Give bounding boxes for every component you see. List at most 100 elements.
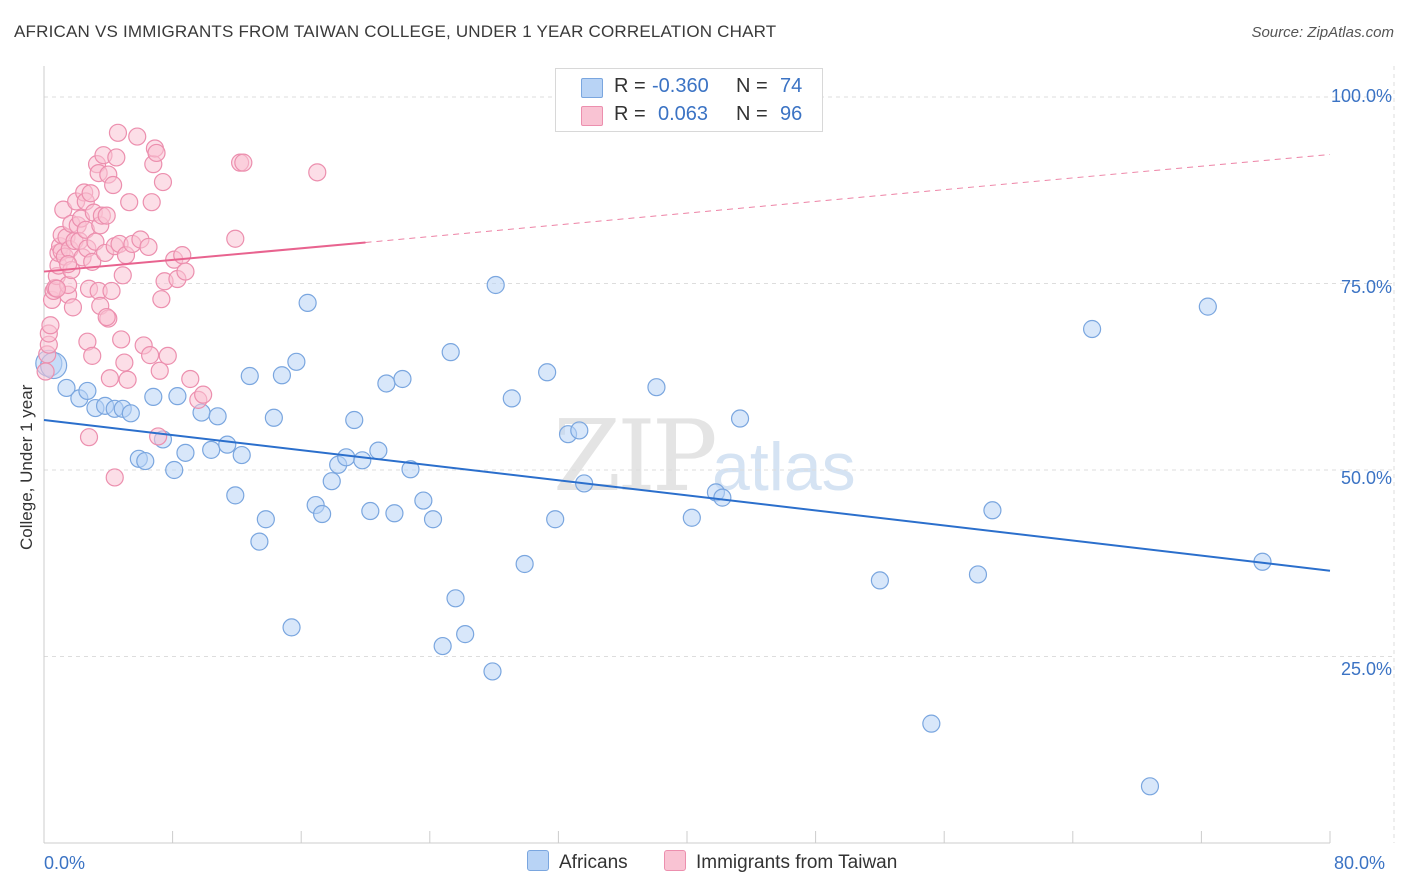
data-point-taiwan — [36, 362, 55, 381]
data-point-taiwan — [118, 370, 137, 389]
legend-swatch-taiwan — [581, 106, 603, 126]
y-tick-label-50: 50.0% — [1340, 468, 1392, 488]
legend-n-label: N = — [736, 75, 768, 97]
data-point-taiwan — [176, 262, 195, 281]
data-point-taiwan — [115, 353, 134, 372]
data-point-taiwan — [97, 307, 116, 327]
data-point-taiwan — [140, 346, 160, 365]
data-point-taiwan — [108, 123, 128, 142]
y-tick-label-100: 100.0% — [1330, 86, 1392, 106]
data-point-taiwan — [152, 290, 171, 309]
data-point-africans — [682, 508, 701, 527]
legend-n-value-africans: 74 — [780, 75, 803, 97]
data-point-taiwan — [107, 148, 126, 167]
legend-n-label: N = — [736, 103, 768, 125]
data-point-africans — [456, 625, 475, 644]
legend-row-taiwan: R = 0.063 N = 96 — [556, 101, 822, 129]
legend-r-value-taiwan: 0.063 — [658, 103, 709, 125]
watermark-atlas: atlas — [712, 429, 856, 505]
data-point-africans — [256, 510, 275, 529]
data-point-africans — [361, 501, 380, 521]
trend-line-taiwan — [43, 241, 366, 273]
data-point-africans — [168, 387, 187, 406]
legend-label-taiwan: Immigrants from Taiwan — [696, 852, 898, 873]
data-point-taiwan — [104, 175, 123, 195]
data-point-africans — [870, 571, 890, 590]
data-point-africans — [433, 636, 452, 656]
data-point-africans — [502, 389, 521, 408]
data-point-africans — [414, 491, 433, 510]
data-point-taiwan — [41, 316, 60, 335]
data-point-taiwan — [226, 229, 245, 248]
x-tick-label-max: 80.0% — [1334, 853, 1386, 873]
y-tick-label-75: 75.0% — [1340, 277, 1392, 297]
legend-item-africans: Africans — [527, 850, 628, 874]
data-point-taiwan — [105, 468, 124, 487]
data-point-africans — [486, 275, 505, 295]
data-point-africans — [345, 410, 364, 430]
data-point-taiwan — [81, 184, 100, 203]
stats-legend: R = -0.360 N = 74 R = 0.063 N = 96 — [555, 68, 823, 132]
legend-swatch-taiwan — [664, 850, 686, 871]
legend-r-label: R = — [614, 75, 646, 97]
data-point-africans — [483, 662, 502, 681]
data-point-africans — [369, 441, 388, 460]
data-point-africans — [232, 445, 251, 465]
data-point-africans — [353, 451, 372, 470]
data-point-africans — [446, 589, 465, 608]
legend-item-taiwan: Immigrants from Taiwan — [664, 850, 897, 874]
data-point-africans — [377, 374, 396, 393]
y-axis-label: College, Under 1 year — [17, 384, 36, 550]
y-tick-label-25: 25.0% — [1340, 659, 1392, 679]
data-point-taiwan — [308, 163, 327, 182]
legend-r-label: R = — [614, 103, 646, 125]
data-point-africans — [282, 618, 301, 637]
axis-layer — [43, 66, 1331, 844]
data-point-africans — [337, 448, 356, 467]
trend-line-taiwan-extrapolated — [365, 153, 1331, 243]
legend-swatch-africans — [527, 850, 549, 871]
data-point-taiwan — [139, 237, 158, 257]
data-point-taiwan — [149, 427, 168, 446]
data-point-taiwan — [181, 369, 200, 389]
data-point-taiwan — [128, 127, 147, 146]
data-point-africans — [423, 510, 443, 529]
chart-title: AFRICAN VS IMMIGRANTS FROM TAIWAN COLLEG… — [14, 22, 777, 41]
x-tick-label-min: 0.0% — [44, 853, 86, 873]
data-point-taiwan — [97, 206, 116, 225]
data-point-africans — [176, 443, 195, 462]
data-point-africans — [1140, 777, 1160, 796]
data-point-africans — [713, 488, 732, 507]
data-point-africans — [250, 532, 269, 551]
data-point-taiwan — [47, 279, 66, 298]
legend-row-africans: R = -0.360 N = 74 — [556, 73, 822, 101]
points-layer — [35, 123, 1272, 796]
data-point-africans — [57, 378, 76, 398]
data-point-taiwan — [234, 153, 253, 172]
data-point-africans — [647, 378, 666, 397]
trend-layer — [43, 153, 1331, 572]
data-point-africans — [287, 352, 306, 371]
legend-swatch-africans — [581, 78, 603, 98]
data-point-taiwan — [173, 246, 192, 265]
data-point-taiwan — [158, 346, 177, 365]
data-point-taiwan — [83, 346, 102, 365]
data-point-taiwan — [120, 193, 139, 212]
data-point-taiwan — [113, 266, 132, 285]
data-point-taiwan — [54, 200, 73, 219]
data-point-africans — [208, 407, 227, 426]
data-point-africans — [240, 366, 259, 386]
data-point-africans — [322, 472, 341, 491]
data-point-taiwan — [79, 428, 99, 447]
data-point-africans — [570, 421, 589, 440]
data-point-africans — [144, 387, 163, 406]
data-point-africans — [202, 440, 221, 459]
data-point-africans — [298, 293, 317, 312]
trend-line-africans — [43, 419, 1331, 572]
data-point-africans — [165, 460, 184, 480]
data-point-taiwan — [142, 193, 161, 212]
data-point-taiwan — [63, 298, 83, 317]
data-point-africans — [441, 343, 460, 362]
data-point-africans — [515, 554, 534, 574]
legend-r-value-africans: -0.360 — [652, 75, 709, 97]
